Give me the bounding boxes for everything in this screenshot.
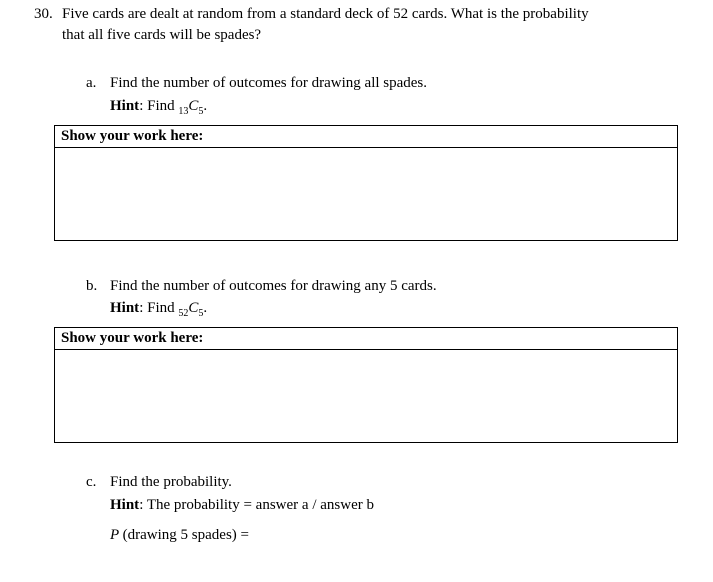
part-b-block: b. Find the number of outcomes for drawi… [86,275,673,322]
hint-c-a: C [188,98,198,114]
part-c-block: c. Find the probability. Hint: The proba… [86,471,673,547]
part-c-line: c. Find the probability. [86,471,673,494]
hint-text-c: : The probability = answer a / answer b [139,497,374,513]
question-text-2: that all five cards will be spades? [62,25,673,46]
hint-label-c: Hint [110,497,139,513]
part-b-line: b. Find the number of outcomes for drawi… [86,275,673,298]
part-c-text: Find the probability. [110,471,673,494]
hint-label-b: Hint [110,300,139,316]
hint-before-a: : Find [139,98,178,114]
question-line-2: that all five cards will be spades? [34,25,673,46]
hint-dot-a: . [203,98,207,114]
work-box-a: Show your work here: [54,125,678,241]
part-c-letter: c. [86,471,110,494]
page-content: 30. Five cards are dealt at random from … [0,0,713,547]
hint-c-b: C [188,300,198,316]
part-a-letter: a. [86,72,110,95]
part-b-letter: b. [86,275,110,298]
hint-sub1-a: 13 [178,106,188,117]
hint-before-b: : Find [139,300,178,316]
prob-paren: (drawing 5 spades) = [123,527,249,543]
hint-label-a: Hint [110,98,139,114]
question-number: 30. [34,4,62,25]
question-line-1: 30. Five cards are dealt at random from … [34,4,673,25]
gap-bc [34,443,673,471]
part-a-hint: Hint: Find 13C5. [110,95,673,119]
question-text-1: Five cards are dealt at random from a st… [62,4,673,25]
work-area-b[interactable] [55,350,677,442]
part-b-text: Find the number of outcomes for drawing … [110,275,673,298]
hint-sub1-b: 52 [178,308,188,319]
part-b-hint: Hint: Find 52C5. [110,297,673,321]
part-a-block: a. Find the number of outcomes for drawi… [86,72,673,119]
part-a-text: Find the number of outcomes for drawing … [110,72,673,95]
hint-dot-b: . [203,300,207,316]
part-c-hint: Hint: The probability = answer a / answe… [110,494,673,517]
part-c-prob: P (drawing 5 spades) = [110,524,673,547]
gap-ab [34,241,673,275]
prob-p: P [110,527,123,543]
work-area-a[interactable] [55,148,677,240]
work-header-b: Show your work here: [55,328,677,350]
part-a-line: a. Find the number of outcomes for drawi… [86,72,673,95]
work-box-b: Show your work here: [54,327,678,443]
work-header-a: Show your work here: [55,126,677,148]
